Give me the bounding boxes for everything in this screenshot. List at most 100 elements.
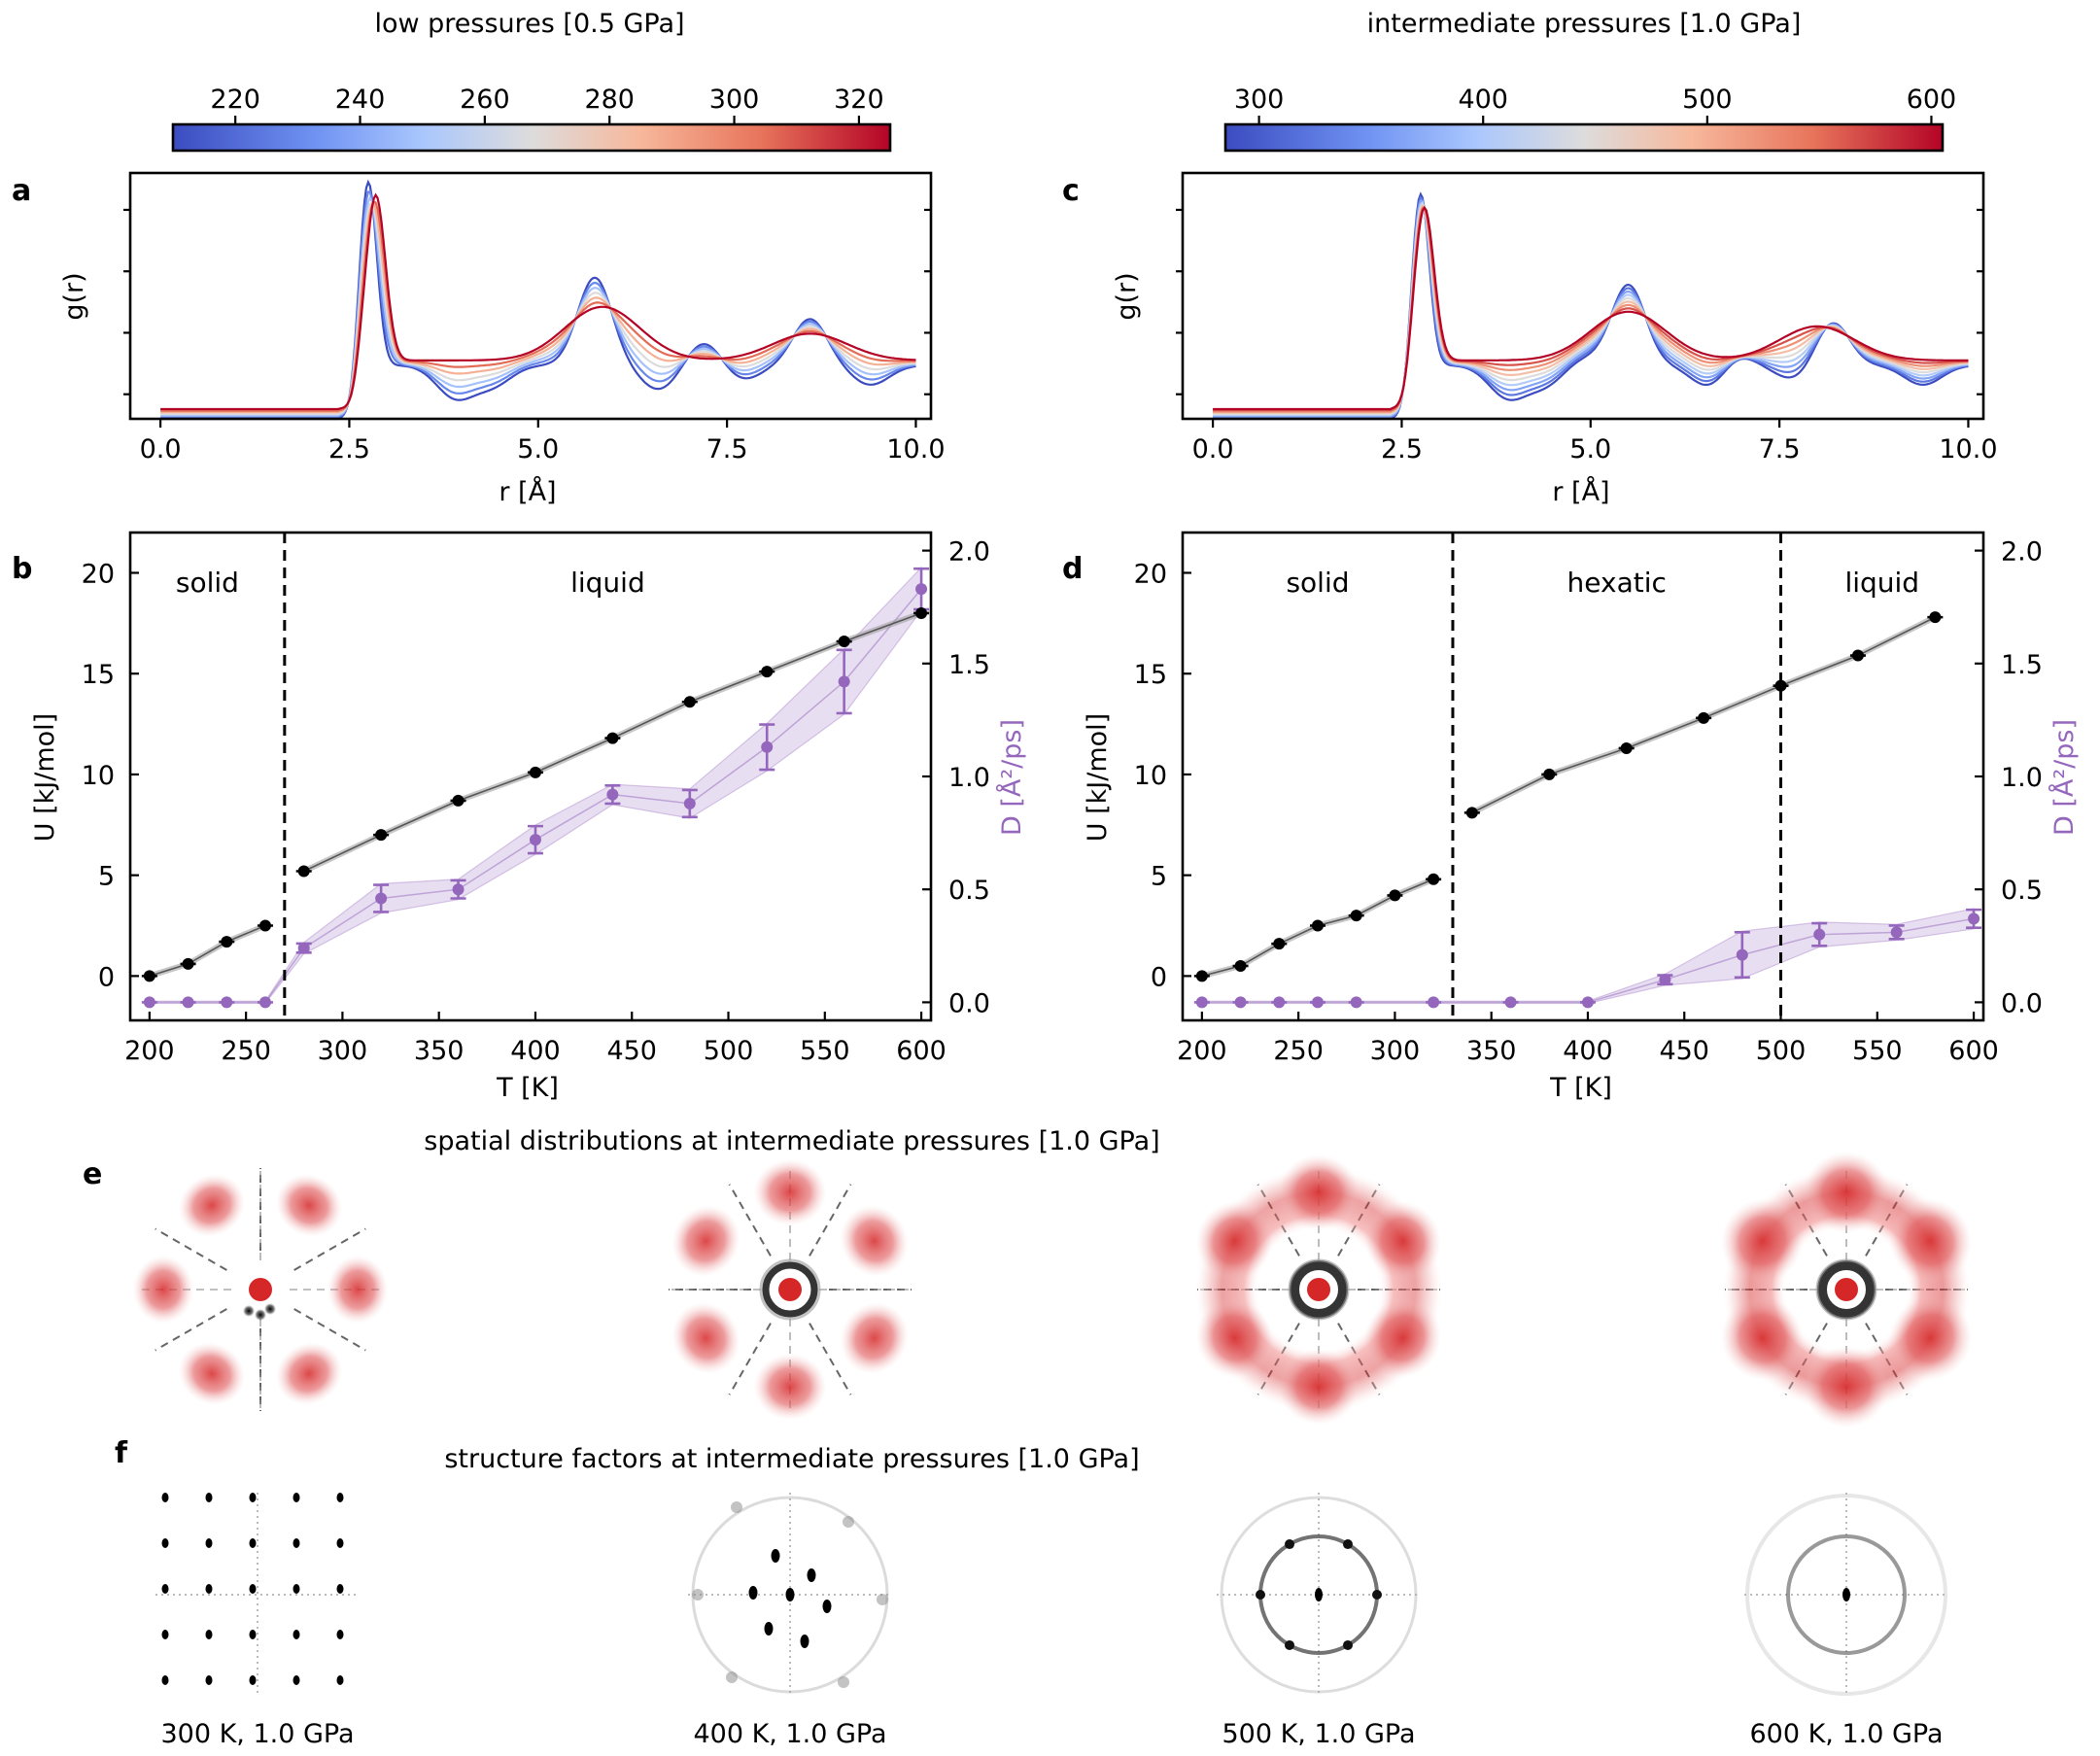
diffusion-point <box>1581 996 1594 1009</box>
x-tick-label: 500 <box>1756 1036 1807 1066</box>
energy-point <box>1273 938 1286 950</box>
energy-point <box>606 732 619 744</box>
x-tick-label: 600 <box>896 1036 947 1066</box>
sf-bragg-peak <box>336 1493 344 1502</box>
gr-curve <box>160 190 916 419</box>
chart-a-frame <box>128 171 933 421</box>
spatial-neighbor-blob <box>1889 1295 1973 1381</box>
diffusion-point <box>606 788 619 801</box>
energy-point <box>143 970 155 982</box>
colorbar-tick-label: 260 <box>460 85 510 115</box>
energy-point <box>375 829 388 842</box>
chart-a: 0.0 2.5 5.0 7.5 10.0 g(r) r [Å] <box>59 171 946 507</box>
diffusion-point <box>143 996 155 1009</box>
diffusion-point <box>1350 996 1362 1009</box>
sf-bragg-peak <box>293 1675 300 1685</box>
gr-curve <box>1213 206 1969 413</box>
spatial-neighbor-blob <box>1889 1198 1973 1284</box>
spatial-neighbor-blob <box>753 1158 827 1226</box>
energy-point <box>683 696 696 708</box>
x-tick-label: 400 <box>510 1036 561 1066</box>
sf-outer-spot <box>838 1676 849 1688</box>
sf-label-500: 500 K, 1.0 GPa <box>1222 1719 1415 1749</box>
sf-bragg-peak <box>336 1630 344 1639</box>
sf-bragg-peak <box>249 1538 257 1548</box>
diffusion-point <box>683 797 696 809</box>
chart-d-xlabel: T [K] <box>1549 1073 1612 1103</box>
spatial-sector-line <box>809 1323 852 1395</box>
x-tick-label: 0.0 <box>140 434 182 465</box>
spatial-sector-line <box>155 1308 227 1352</box>
spatial-header: spatial distributions at intermediate pr… <box>424 1126 1159 1156</box>
diffusion-point <box>1968 912 1980 925</box>
diffusion-point <box>1736 948 1748 961</box>
sf-bragg-peak <box>249 1630 257 1639</box>
diffusion-point <box>1504 996 1517 1009</box>
structure-header: structure factors at intermediate pressu… <box>444 1444 1139 1474</box>
diffusion-point <box>529 834 541 846</box>
diffusion-point <box>221 996 233 1009</box>
spatial-center-particle <box>778 1278 802 1301</box>
x-tick-label: 10.0 <box>1939 434 1997 465</box>
sf-ring-spot <box>1343 1539 1353 1550</box>
sf-bragg-peak <box>161 1584 169 1594</box>
diffusion-point <box>915 583 928 596</box>
colorbar-right: 300 400 500 600 <box>1223 85 1956 153</box>
energy-line <box>149 924 266 978</box>
x-tick-label: 450 <box>1659 1036 1709 1066</box>
x-tick-label: 250 <box>1273 1036 1324 1066</box>
sf-bragg-peak <box>748 1586 758 1600</box>
spatial-neighbor-blob <box>178 1174 246 1237</box>
chart-c-frame <box>1181 171 1985 421</box>
sf-outer-spot <box>731 1501 742 1513</box>
x-tick-label: 5.0 <box>1569 434 1611 465</box>
y-tick-label: 10 <box>1134 761 1167 791</box>
spatial-neighbor-blob <box>1363 1298 1442 1378</box>
sf-ring-spot <box>1285 1639 1294 1650</box>
panel-label-f: f <box>115 1436 128 1470</box>
diffusion-point <box>1890 926 1903 939</box>
spatial-neighbor-blob <box>275 1174 343 1237</box>
spatial-sector-line <box>293 1308 366 1352</box>
x-tick-label: 450 <box>606 1036 657 1066</box>
sf-label-600: 600 K, 1.0 GPa <box>1749 1719 1943 1749</box>
energy-point <box>1774 679 1787 692</box>
diffusion-band <box>149 566 922 1005</box>
y-tick-right-label: 0.5 <box>948 876 990 906</box>
spatial-neighbor-blob <box>671 1205 740 1277</box>
y-tick-right-label: 0.0 <box>948 988 990 1018</box>
x-tick-label: 300 <box>318 1036 368 1066</box>
sf-bragg-peak <box>336 1675 344 1685</box>
structure-factor <box>1217 1493 1421 1697</box>
panel-label-a: a <box>12 174 31 208</box>
x-tick-label: 2.5 <box>328 434 370 465</box>
diffusion-point <box>1659 974 1671 986</box>
sf-bragg-peak <box>249 1675 257 1685</box>
y-tick-label: 5 <box>98 862 115 892</box>
diffusion-point <box>297 942 310 954</box>
x-tick-label: 350 <box>1466 1036 1517 1066</box>
panel-label-e: e <box>83 1157 102 1191</box>
diffusion-point <box>1234 996 1247 1009</box>
spatial-neighbor-blob <box>1195 1201 1274 1281</box>
right-header: intermediate pressures [1.0 GPa] <box>1367 9 1802 39</box>
energy-point <box>838 636 850 648</box>
sf-outer-spot <box>692 1589 704 1601</box>
sf-bragg-peak <box>205 1584 213 1594</box>
sf-bragg-peak <box>161 1675 169 1685</box>
spatial-neighbor-blob <box>1195 1298 1274 1378</box>
y-tick-label: 5 <box>1151 862 1167 892</box>
spatial-neighbor-blob <box>1278 1154 1360 1230</box>
sf-bragg-peak <box>785 1588 795 1601</box>
sf-bragg-peak <box>807 1568 816 1582</box>
energy-point <box>1465 807 1478 819</box>
gr-curve <box>1213 203 1969 414</box>
sf-ring-spot <box>1256 1590 1265 1600</box>
gr-curve <box>160 201 916 416</box>
spatial-center-particle <box>1307 1278 1330 1301</box>
structure-factor <box>155 1493 360 1697</box>
sf-bragg-peak <box>249 1584 257 1594</box>
x-tick-label: 250 <box>221 1036 271 1066</box>
panel-label-c: c <box>1062 174 1080 208</box>
